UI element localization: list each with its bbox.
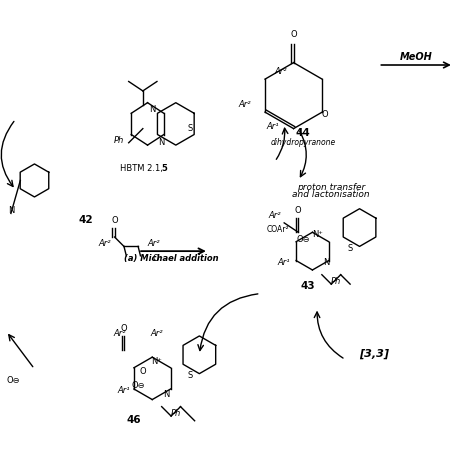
- Text: N: N: [149, 105, 155, 114]
- Text: O: O: [139, 367, 146, 376]
- Text: O⊖: O⊖: [131, 381, 145, 390]
- Text: dihydropyranone: dihydropyranone: [270, 138, 336, 147]
- Text: O⊖: O⊖: [6, 376, 20, 385]
- Text: and lactonisation: and lactonisation: [292, 190, 370, 199]
- Text: O: O: [321, 110, 328, 119]
- Text: Ar¹: Ar¹: [278, 258, 291, 267]
- Text: Ar¹: Ar¹: [118, 385, 130, 394]
- Text: S: S: [347, 244, 353, 253]
- Text: MeOH: MeOH: [400, 52, 432, 62]
- Text: Ar²: Ar²: [147, 239, 160, 248]
- Text: O⁻: O⁻: [152, 254, 163, 263]
- Text: 5: 5: [161, 164, 167, 173]
- Text: N⁺: N⁺: [312, 230, 323, 239]
- Text: 46: 46: [126, 415, 141, 425]
- Text: Ar²: Ar²: [99, 239, 111, 248]
- Text: N: N: [323, 258, 330, 267]
- Text: O: O: [111, 216, 118, 225]
- Text: proton transfer: proton transfer: [297, 183, 365, 192]
- Text: Ar²: Ar²: [151, 329, 163, 338]
- Text: O: O: [290, 30, 297, 39]
- Text: N: N: [158, 138, 165, 147]
- Text: Ph: Ph: [171, 409, 182, 418]
- Text: N⁺: N⁺: [152, 357, 163, 366]
- Text: 44: 44: [296, 128, 310, 137]
- Text: COAr²: COAr²: [266, 225, 289, 234]
- Text: 42: 42: [79, 215, 93, 225]
- Text: O: O: [121, 324, 128, 333]
- Text: O: O: [295, 207, 301, 216]
- Text: HBTM 2.1,: HBTM 2.1,: [120, 164, 165, 173]
- Text: Ar²: Ar²: [268, 211, 281, 220]
- Text: Ar²: Ar²: [238, 100, 251, 109]
- Text: N: N: [8, 207, 14, 216]
- Text: Ph: Ph: [114, 136, 124, 145]
- Text: [3,3]: [3,3]: [359, 349, 389, 359]
- Text: O⊖: O⊖: [296, 235, 310, 244]
- Text: S: S: [187, 371, 192, 380]
- Text: Ar²: Ar²: [274, 67, 287, 76]
- Text: Ph: Ph: [331, 277, 342, 286]
- Text: 43: 43: [301, 281, 315, 291]
- Text: Ar²: Ar²: [113, 329, 126, 338]
- Text: Ar¹: Ar¹: [267, 122, 280, 131]
- Text: S: S: [187, 124, 192, 133]
- Text: (a) Michael addition: (a) Michael addition: [124, 254, 219, 263]
- Text: N: N: [163, 390, 170, 399]
